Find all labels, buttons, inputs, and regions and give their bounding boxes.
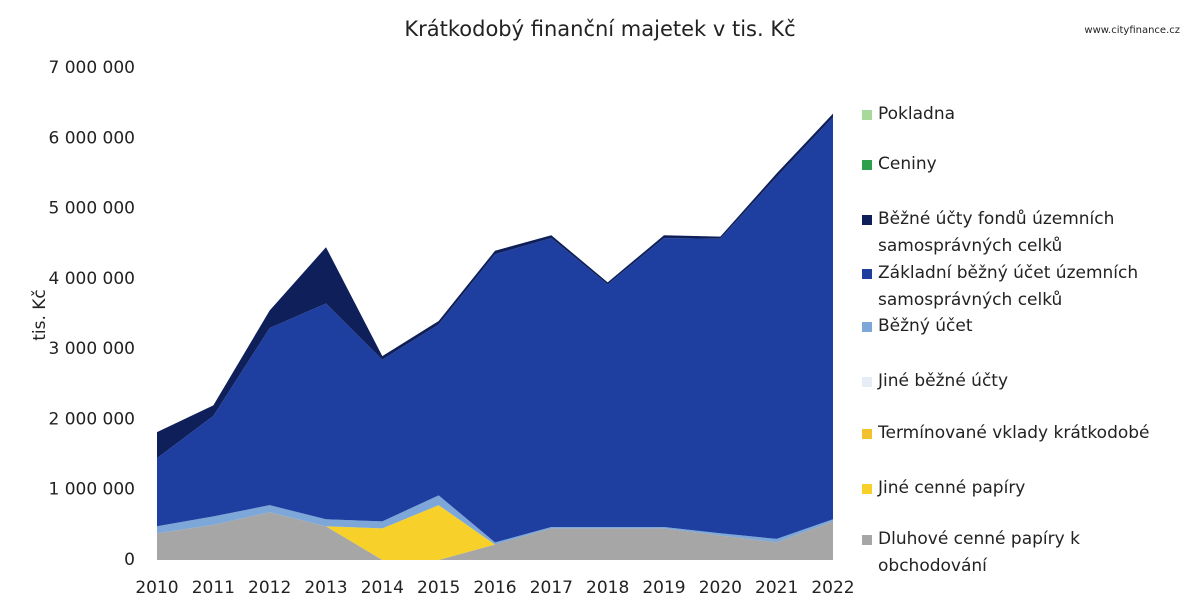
legend-item: Dluhové cenné papíry k obchodování	[862, 526, 1192, 580]
legend-item: Běžný účet	[862, 313, 1192, 340]
legend-label: Ceniny	[878, 154, 937, 174]
legend-swatch	[862, 160, 872, 170]
legend-label: Termínované vklady krátkodobé	[878, 423, 1150, 443]
legend-item: Ceniny	[862, 151, 1192, 178]
x-tick-label: 2012	[248, 578, 291, 598]
legend-label: Běžné účty fondů územních samosprávných …	[878, 209, 1115, 256]
y-tick-label: 1 000 000	[48, 480, 135, 500]
legend-item: Základní běžný účet územních samosprávný…	[862, 260, 1192, 314]
legend-item: Běžné účty fondů územních samosprávných …	[862, 206, 1192, 260]
x-tick-label: 2020	[699, 578, 742, 598]
y-tick-label: 0	[124, 550, 135, 570]
area	[157, 512, 833, 560]
x-tick-label: 2013	[304, 578, 347, 598]
legend-label: Jiné běžné účty	[878, 371, 1009, 391]
x-tick-label: 2016	[473, 578, 516, 598]
source: www.cityfinance.cz	[1084, 25, 1180, 36]
legend-swatch	[862, 535, 872, 545]
x-tick-label: 2014	[361, 578, 404, 598]
y-tick-label: 3 000 000	[48, 339, 135, 359]
chart-title: Krátkodobý finanční majetek v tis. Kč	[404, 17, 795, 41]
legend-label: Běžný účet	[878, 316, 973, 336]
legend-item: Pokladna	[862, 101, 1192, 128]
x-tick-label: 2019	[642, 578, 685, 598]
legend-label: Jiné cenné papíry	[878, 478, 1026, 498]
x-tick-label: 2015	[417, 578, 460, 598]
area	[157, 495, 833, 545]
y-tick-label: 4 000 000	[48, 269, 135, 289]
area	[157, 117, 833, 543]
x-tick-label: 2021	[755, 578, 798, 598]
legend-swatch	[862, 377, 872, 387]
legend-swatch	[862, 429, 872, 439]
y-tick-label: 7 000 000	[48, 58, 135, 78]
x-tick-label: 2017	[530, 578, 573, 598]
legend-item: Termínované vklady krátkodobé	[862, 420, 1192, 447]
legend-swatch	[862, 215, 872, 225]
legend-swatch	[862, 484, 872, 494]
legend-swatch	[862, 322, 872, 332]
legend-label: Základní běžný účet územních samosprávný…	[878, 263, 1139, 310]
legend-label: Dluhové cenné papíry k obchodování	[878, 529, 1080, 576]
legend-swatch	[862, 269, 872, 279]
x-tick-label: 2010	[135, 578, 178, 598]
legend-item: Jiné běžné účty	[862, 368, 1192, 395]
y-tick-label: 6 000 000	[48, 128, 135, 148]
y-tick-label: 5 000 000	[48, 199, 135, 219]
x-tick-label: 2011	[192, 578, 235, 598]
legend-label: Pokladna	[878, 104, 956, 124]
area	[157, 113, 833, 459]
x-tick-label: 2018	[586, 578, 629, 598]
legend-item: Jiné cenné papíry	[862, 475, 1192, 502]
x-tick-label: 2022	[811, 578, 854, 598]
legend-swatch	[862, 110, 872, 120]
y-tick-label: 2 000 000	[48, 409, 135, 429]
y-axis-label: tis. Kč	[30, 289, 50, 341]
